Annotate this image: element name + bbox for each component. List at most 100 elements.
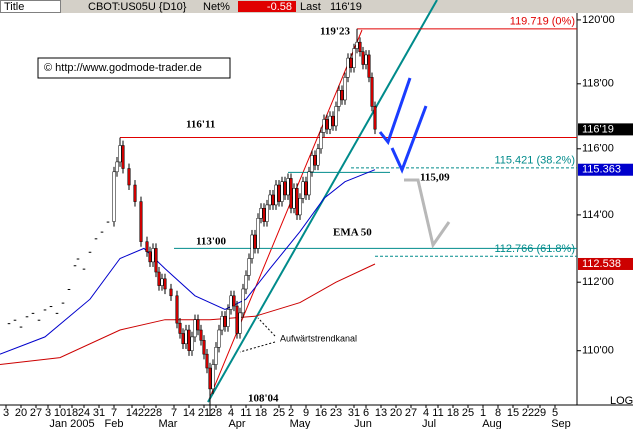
copyright: © http://www.godmode-trader.de	[44, 62, 202, 74]
forecast-arrow	[378, 77, 412, 146]
candle-body	[178, 322, 182, 334]
candle-body	[313, 155, 317, 166]
candle-body	[247, 258, 251, 276]
x-tick-label: 24	[78, 407, 90, 419]
candle-body	[181, 333, 185, 345]
candle-body	[67, 288, 71, 290]
candle-body	[37, 319, 41, 321]
candle-body	[235, 305, 239, 334]
candle-body	[199, 329, 203, 341]
x-tick-label: 29	[534, 407, 546, 419]
candle-body	[358, 41, 362, 52]
candle-body	[346, 57, 350, 78]
month-label: Feb	[105, 418, 124, 429]
candle-body	[283, 181, 287, 196]
last-tag: 116'19	[582, 123, 614, 135]
x-tick-label: 28	[210, 407, 222, 419]
month-label: Apr	[228, 418, 245, 429]
candle-body	[118, 145, 122, 163]
scale-label: LOG	[610, 395, 633, 407]
x-tick-label: 31	[93, 407, 105, 419]
candle-body	[373, 106, 377, 130]
x-tick-label: 5	[552, 407, 558, 419]
candle-body	[223, 316, 227, 327]
candle-body	[268, 194, 272, 206]
ema-tag-box	[578, 163, 633, 176]
candle-body	[277, 184, 281, 202]
candle-body	[73, 265, 77, 267]
candle-body	[169, 288, 173, 297]
candle-body	[7, 323, 11, 325]
candle-body	[280, 181, 284, 202]
candle-body	[127, 168, 131, 186]
candle-body	[337, 90, 341, 107]
candle-body	[205, 353, 209, 369]
candle-body	[292, 188, 296, 209]
x-tick-label: 18	[447, 407, 459, 419]
ema-tag: 115.363	[582, 164, 621, 176]
x-tick-label: 3	[45, 407, 51, 419]
candle-body	[139, 201, 143, 242]
x-tick-label: 23	[330, 407, 342, 419]
candle-body	[100, 231, 104, 233]
x-tick-label: 25	[462, 407, 474, 419]
x-tick-label: 13	[375, 407, 387, 419]
x-tick-label: 20	[15, 407, 27, 419]
candle-body	[94, 238, 98, 240]
candle-body	[361, 51, 365, 65]
candle-body	[193, 319, 197, 338]
candle-body	[265, 204, 269, 222]
candle-body	[217, 329, 221, 348]
candle-body	[355, 41, 359, 49]
month-label: Sep	[551, 418, 571, 429]
candle-body	[61, 302, 65, 304]
candle-body	[256, 217, 260, 249]
x-tick-label: 11	[240, 407, 251, 419]
candle-body	[250, 234, 254, 259]
header-net-label: Net%	[203, 1, 230, 13]
level-label: 112.766 (61.8%)	[494, 243, 575, 255]
candle-body	[286, 178, 290, 196]
y-tick-label: 110'00	[582, 345, 614, 357]
x-tick-label: 27	[30, 407, 42, 419]
candle-body	[25, 316, 29, 318]
candle-body	[259, 207, 263, 219]
x-tick-label: 4	[228, 407, 234, 419]
candle-body	[202, 340, 206, 355]
x-tick-label: 27	[405, 407, 417, 419]
header-bar	[0, 0, 633, 13]
last-tag-box	[578, 123, 633, 136]
annotation: 113'00	[196, 236, 226, 248]
x-tick-label: 22	[138, 407, 150, 419]
candle-body	[229, 295, 233, 310]
annotation: 115,09	[420, 172, 450, 184]
y-tick-label: 120'00	[582, 14, 615, 26]
candle-body	[325, 119, 329, 130]
month-label: Mar	[159, 418, 178, 429]
candle-body	[274, 184, 278, 206]
x-tick-label: 3	[3, 407, 9, 419]
header-last-label: Last	[300, 1, 321, 13]
candle-body	[343, 77, 347, 101]
candle-body	[232, 295, 236, 307]
candle-body	[31, 312, 35, 314]
candle-body	[184, 329, 188, 345]
candle-body	[133, 184, 137, 202]
candle-body	[175, 295, 179, 324]
ema-tag: 112.538	[582, 258, 621, 270]
month-label: Jun	[354, 418, 372, 429]
candle-body	[271, 194, 275, 206]
header-title: Title	[4, 1, 24, 13]
candle-body	[301, 181, 305, 199]
x-tick-label: 20	[390, 407, 402, 419]
x-tick-label: 8	[495, 407, 501, 419]
candle-body	[220, 316, 224, 331]
candle-body	[43, 309, 47, 311]
y-tick-label: 112'00	[582, 276, 614, 288]
candle-body	[349, 57, 353, 68]
x-tick-label: 16	[315, 407, 327, 419]
month-label: Jan 2005	[49, 418, 94, 429]
candle-body	[106, 221, 110, 223]
x-tick-label: 9	[303, 407, 309, 419]
